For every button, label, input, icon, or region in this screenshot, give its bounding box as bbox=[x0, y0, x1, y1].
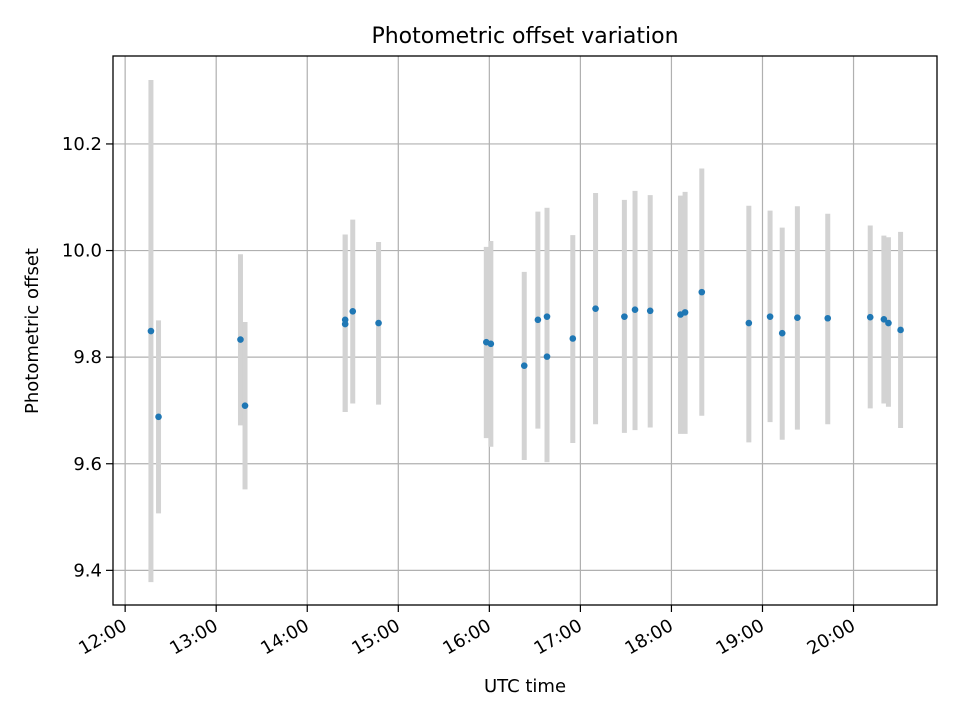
y-axis-label: Photometric offset bbox=[22, 248, 43, 414]
data-point bbox=[766, 313, 774, 320]
data-point bbox=[341, 320, 349, 328]
data-point bbox=[745, 319, 753, 327]
data-point bbox=[543, 313, 551, 320]
data-point bbox=[237, 336, 244, 343]
data-point bbox=[543, 353, 551, 360]
data-point bbox=[885, 319, 892, 327]
data-point bbox=[375, 319, 382, 327]
data-point bbox=[866, 313, 874, 321]
data-point bbox=[155, 413, 162, 421]
data-point bbox=[778, 329, 786, 337]
data-point bbox=[698, 288, 706, 296]
axes bbox=[112, 55, 938, 606]
data-points bbox=[147, 288, 904, 421]
data-point bbox=[794, 314, 801, 322]
data-point bbox=[897, 326, 904, 334]
data-point bbox=[592, 305, 599, 312]
data-point bbox=[349, 308, 357, 315]
data-point bbox=[631, 306, 639, 314]
y-tick-label: 10.2 bbox=[62, 134, 102, 155]
chart-title: Photometric offset variation bbox=[371, 24, 678, 49]
y-tick-label: 9.4 bbox=[73, 560, 102, 581]
plot-frame bbox=[112, 55, 938, 606]
data-point bbox=[646, 307, 654, 315]
data-point bbox=[824, 314, 832, 322]
data-point bbox=[534, 316, 542, 324]
y-ticks: 9.4 9.6 9.8 10.0 10.2 bbox=[62, 134, 113, 581]
x-axis-label: UTC time bbox=[484, 676, 566, 697]
data-point bbox=[487, 340, 495, 348]
data-point bbox=[241, 402, 249, 409]
data-point bbox=[569, 335, 577, 342]
data-point bbox=[520, 362, 528, 369]
y-tick-label: 9.6 bbox=[73, 454, 102, 475]
data-point bbox=[681, 309, 689, 316]
data-point bbox=[147, 327, 155, 335]
y-tick-label: 9.8 bbox=[73, 347, 102, 368]
data-point bbox=[621, 313, 628, 320]
data-point bbox=[880, 316, 888, 323]
y-tick-label: 10.0 bbox=[62, 241, 102, 262]
